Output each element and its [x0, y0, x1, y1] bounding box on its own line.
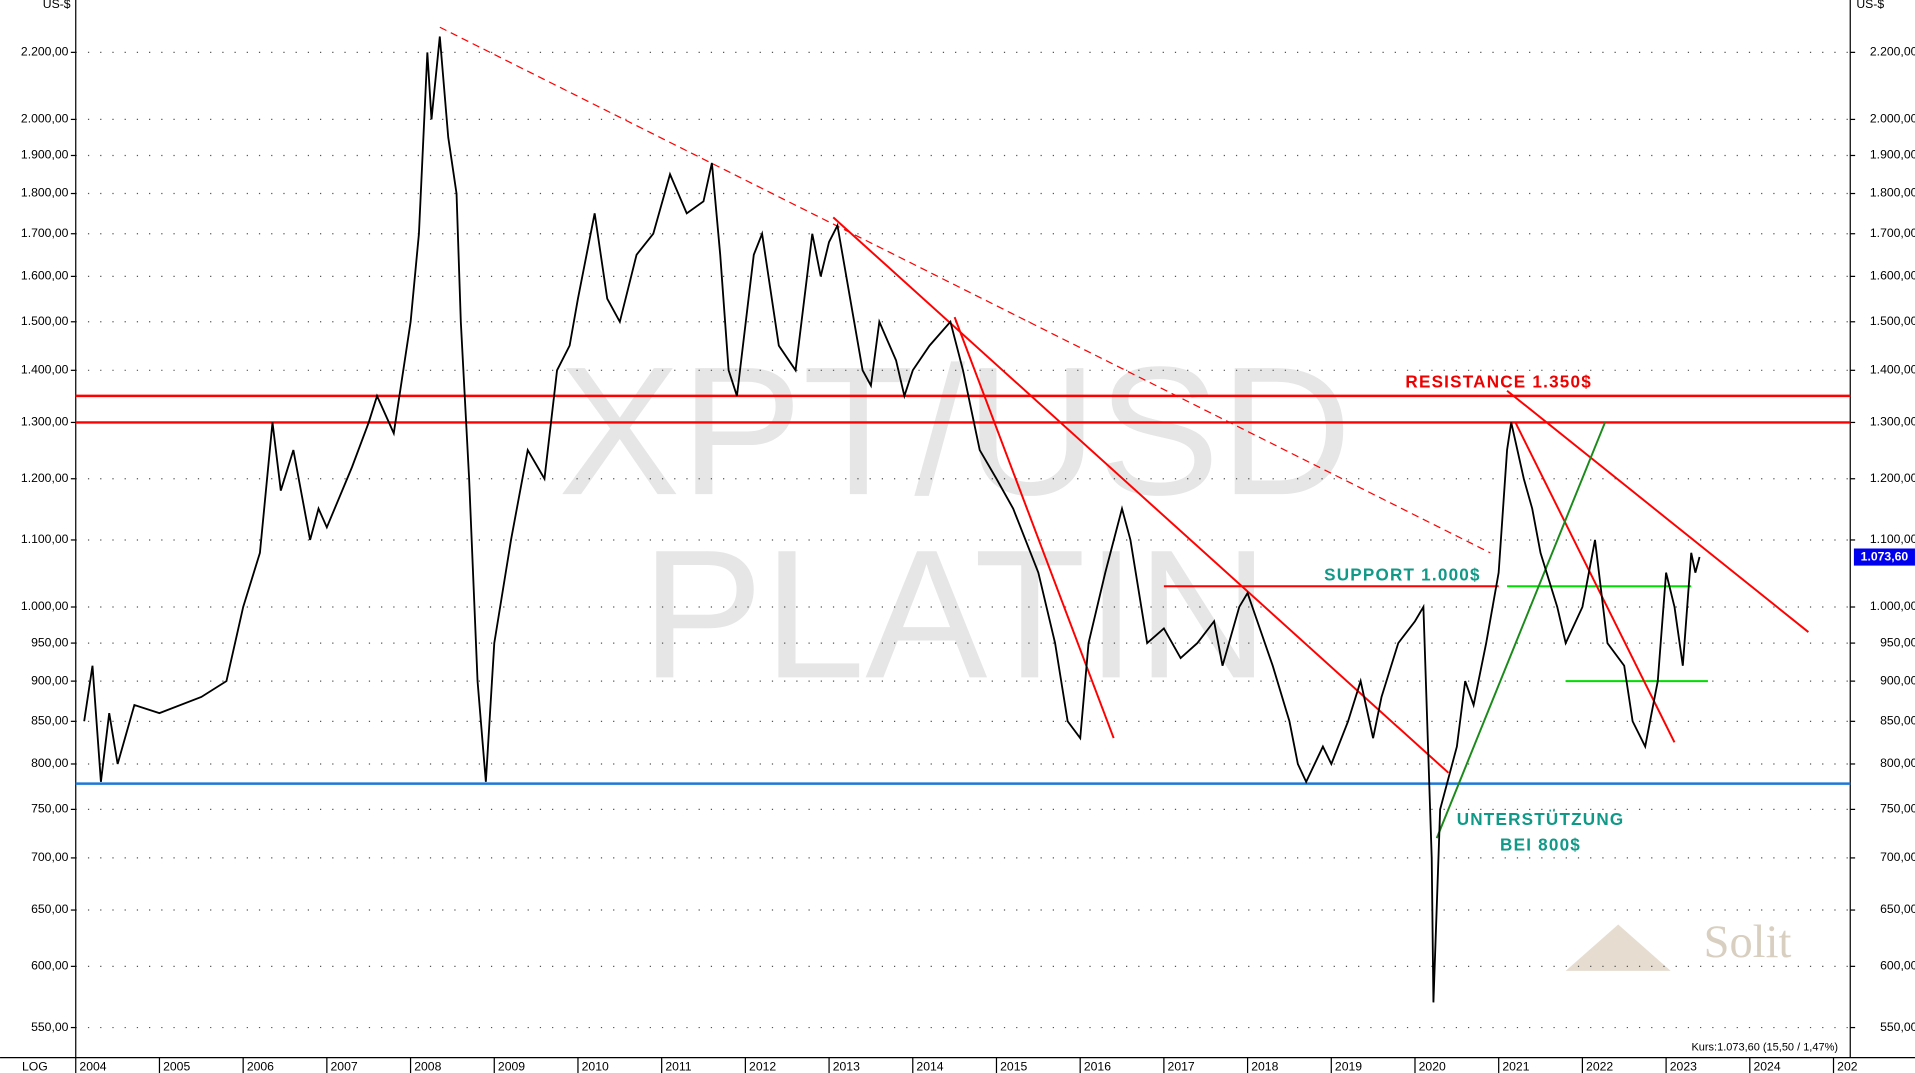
price-line: [83, 36, 1701, 1003]
y-tick-label: 650,00: [31, 902, 69, 916]
y-tick-label: 1.100,00: [21, 532, 69, 546]
y-tick-label: 1.600,00: [1870, 269, 1915, 283]
trend-line: [1514, 422, 1676, 743]
x-tick-label: 2023: [1670, 1060, 1697, 1073]
x-tick-label: 2015: [1000, 1060, 1027, 1073]
x-tick-label: 2011: [665, 1060, 691, 1073]
y-tick-label: 1.600,00: [21, 269, 69, 283]
annotation: SUPPORT 1.000$: [1324, 566, 1481, 585]
y-tick-label: 1.700,00: [21, 226, 69, 240]
y-tick-label: 1.000,00: [21, 599, 69, 613]
y-tick-label: 550,00: [1880, 1020, 1915, 1034]
x-tick-label: 2021: [1502, 1060, 1529, 1073]
axis-label: US-$: [43, 0, 71, 11]
y-tick-label: 2.000,00: [1870, 112, 1915, 126]
x-tick-label: 2019: [1335, 1060, 1362, 1073]
y-tick-label: 900,00: [31, 673, 69, 687]
x-tick-label: 2024: [1753, 1060, 1780, 1073]
x-tick-label: 2009: [498, 1060, 525, 1073]
price-marker-label: 1.073,60: [1861, 549, 1909, 563]
y-tick-label: 850,00: [31, 714, 69, 728]
annotation: RESISTANCE 1.350$: [1405, 373, 1592, 392]
x-tick-label: 2007: [331, 1060, 358, 1073]
trend-line: [1435, 422, 1606, 839]
y-tick-label: 1.900,00: [21, 148, 69, 162]
y-tick-label: 1.300,00: [1870, 415, 1915, 429]
x-tick-label: 2013: [833, 1060, 860, 1073]
x-tick-label: 2016: [1084, 1060, 1111, 1073]
y-tick-label: 950,00: [31, 635, 69, 649]
y-tick-label: 600,00: [1880, 959, 1915, 973]
x-tick-label: 2017: [1168, 1060, 1195, 1073]
scale-label: LOG: [22, 1060, 48, 1073]
y-tick-label: 1.100,00: [1870, 532, 1915, 546]
y-tick-label: 1.200,00: [21, 471, 69, 485]
y-tick-label: 800,00: [1880, 756, 1915, 770]
y-tick-label: 1.900,00: [1870, 148, 1915, 162]
y-tick-label: 1.200,00: [1870, 471, 1915, 485]
y-tick-label: 1.300,00: [21, 415, 69, 429]
x-tick-label: 2006: [247, 1060, 274, 1073]
brand-logo: [1565, 924, 1671, 971]
y-tick-label: 600,00: [31, 959, 69, 973]
quote: Kurs:1.073,60 (15,50 / 1,47%): [1691, 1042, 1838, 1054]
y-tick-label: 550,00: [31, 1020, 69, 1034]
x-tick-label: 2020: [1419, 1060, 1446, 1073]
x-tick-label: 2005: [163, 1060, 190, 1073]
y-tick-label: 2.200,00: [21, 45, 69, 59]
y-tick-label: 850,00: [1880, 714, 1915, 728]
trend-line: [439, 26, 1491, 554]
y-tick-label: 950,00: [1880, 635, 1915, 649]
y-tick-label: 1.800,00: [21, 186, 69, 200]
x-tick-label: 202: [1837, 1060, 1858, 1073]
annotation: BEI 800$: [1500, 835, 1581, 854]
y-tick-label: 900,00: [1880, 673, 1915, 687]
y-tick-label: 1.400,00: [1870, 363, 1915, 377]
y-tick-label: 700,00: [31, 850, 69, 864]
watermark: XPT/USD: [558, 328, 1352, 533]
y-tick-label: 750,00: [31, 802, 69, 816]
x-tick-label: 2010: [582, 1060, 609, 1073]
price-marker: [1853, 548, 1915, 566]
y-tick-label: 1.400,00: [21, 363, 69, 377]
brand: Solit: [1704, 917, 1792, 968]
y-tick-label: 2.000,00: [21, 112, 69, 126]
y-tick-label: 1.500,00: [1870, 314, 1915, 328]
x-tick-label: 2014: [916, 1060, 943, 1073]
x-tick-label: 2012: [749, 1060, 776, 1073]
x-tick-label: 2018: [1251, 1060, 1278, 1073]
y-tick-label: 1.000,00: [1870, 599, 1915, 613]
y-tick-label: 1.500,00: [21, 314, 69, 328]
y-tick-label: 800,00: [31, 756, 69, 770]
y-tick-label: 750,00: [1880, 802, 1915, 816]
x-tick-label: 2008: [414, 1060, 441, 1073]
x-tick-label: 2004: [79, 1060, 106, 1073]
y-tick-label: 700,00: [1880, 850, 1915, 864]
y-tick-label: 1.700,00: [1870, 226, 1915, 240]
y-tick-label: 650,00: [1880, 902, 1915, 916]
trend-line: [1506, 389, 1810, 633]
trend-line: [832, 216, 1450, 774]
y-tick-label: 2.200,00: [1870, 45, 1915, 59]
annotation: UNTERSTÜTZUNG: [1457, 810, 1625, 829]
y-tick-label: 1.800,00: [1870, 186, 1915, 200]
axis-label: US-$: [1856, 0, 1884, 11]
x-tick-label: 2022: [1586, 1060, 1613, 1073]
watermark: PLATIN: [641, 511, 1269, 716]
